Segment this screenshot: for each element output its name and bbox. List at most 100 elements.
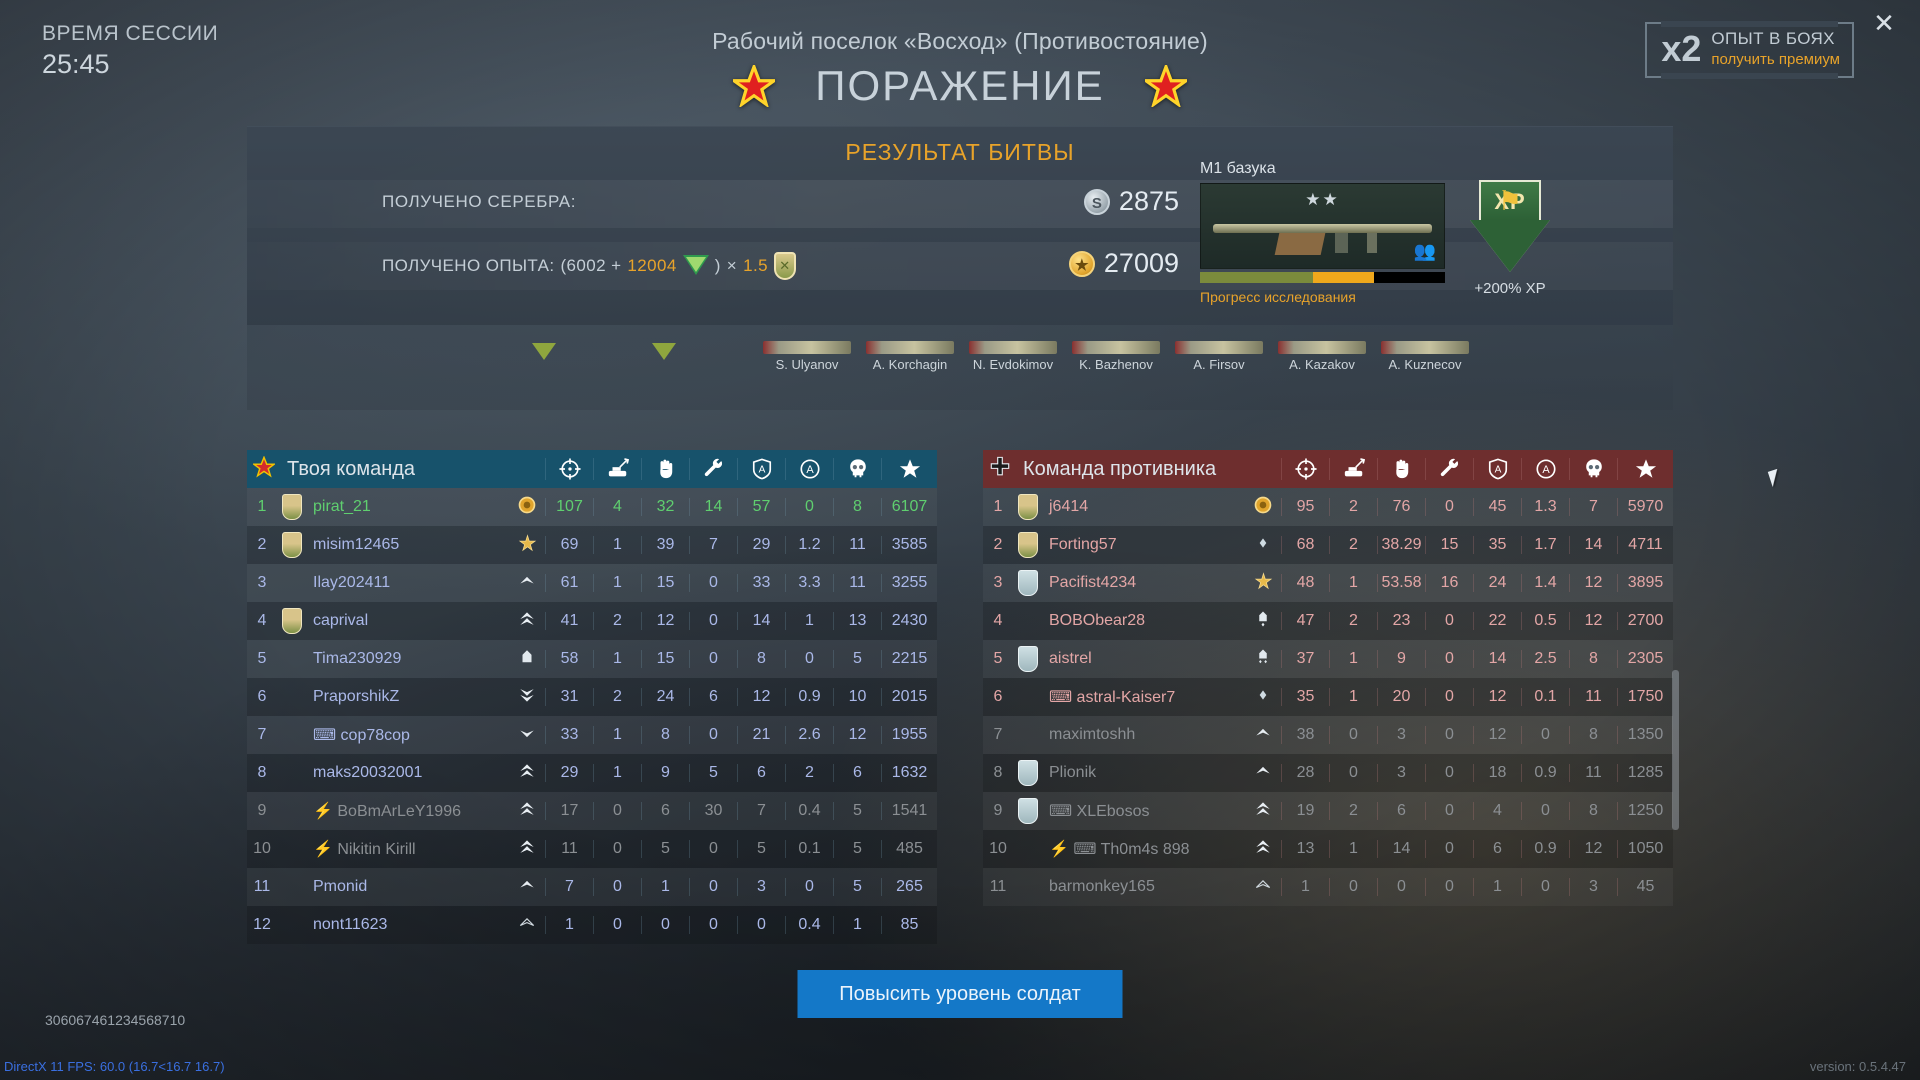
column-header-deaths[interactable] <box>1569 458 1617 480</box>
table-row[interactable]: 3 Pacifist4234 48 1 53.58 16 24 1.4 12 3895 <box>983 564 1673 602</box>
svg-text:A: A <box>1494 465 1501 476</box>
column-header-capture[interactable]: A <box>785 458 833 480</box>
column-header-score[interactable] <box>1617 458 1673 480</box>
premium-line1: ОПЫТ В БОЯХ <box>1711 29 1835 48</box>
table-row[interactable]: 12 nont11623 1 0 0 0 0 0.4 1 85 <box>247 906 937 944</box>
player-name[interactable]: Pacifist4234 <box>1049 574 1137 591</box>
premium-line2[interactable]: получить премиум <box>1711 51 1840 68</box>
table-row[interactable]: 11 Pmonid 7 0 1 0 3 0 5 265 <box>247 868 937 906</box>
premium-promo[interactable]: x2 ОПЫТ В БОЯХ получить премиум <box>1645 21 1854 79</box>
player-name[interactable]: Ilay202411 <box>313 574 391 591</box>
table-row[interactable]: 1 pirat_21 107 4 32 14 57 0 8 6107 <box>247 488 937 526</box>
soldier-card[interactable]: A. Kuznecov <box>1375 341 1475 372</box>
column-header-repairs[interactable] <box>689 458 737 480</box>
stat-assists: 32 <box>641 498 689 516</box>
table-row[interactable]: 3 Ilay202411 61 1 15 0 33 3.3 11 3255 <box>247 564 937 602</box>
table-row[interactable]: 6 PraporshikZ 31 2 24 6 12 0.9 10 2015 <box>247 678 937 716</box>
stat-repairs: 0 <box>689 612 737 630</box>
table-row[interactable]: 8 Plionik 28 0 3 0 18 0.9 11 1285 <box>983 754 1673 792</box>
column-header-vehicles[interactable] <box>1329 458 1377 480</box>
table-row[interactable]: 9 ⌨ XLEbosos 19 2 6 0 4 0 8 1250 <box>983 792 1673 830</box>
column-header-deaths[interactable] <box>833 458 881 480</box>
column-header-kills[interactable] <box>1281 458 1329 480</box>
soldier-card[interactable]: A. Korchagin <box>860 341 960 372</box>
soldier-card[interactable]: A. Kazakov <box>1272 341 1372 372</box>
stat-assists: 23 <box>1377 612 1425 630</box>
player-name[interactable]: Plionik <box>1049 764 1097 781</box>
player-name[interactable]: nont11623 <box>313 916 388 933</box>
table-row[interactable]: 7 ⌨ cop78cop 33 1 8 0 21 2.6 12 1955 <box>247 716 937 754</box>
table-row[interactable]: 5 aistrel 37 1 9 0 14 2.5 8 2305 <box>983 640 1673 678</box>
stat-capture-defend: 6 <box>1473 840 1521 858</box>
column-header-capture-defend[interactable]: A <box>1473 458 1521 480</box>
soldier-weapon-icon <box>1381 341 1469 354</box>
stat-deaths: 12 <box>833 726 881 744</box>
column-header-assists[interactable] <box>641 458 689 480</box>
column-header-score[interactable] <box>881 458 937 480</box>
player-name[interactable]: misim12465 <box>313 536 400 553</box>
weapon-card[interactable]: M1 базука ★★ 👥 Прогресс исследования <box>1200 160 1445 305</box>
silver-value: 2875 <box>1118 186 1179 216</box>
player-name[interactable]: ⚡ ⌨ Th0m4s 898 <box>1049 841 1190 858</box>
player-name[interactable]: Pmonid <box>313 878 368 895</box>
stat-deaths: 10 <box>833 688 881 706</box>
player-name[interactable]: caprival <box>313 612 369 629</box>
table-row[interactable]: 7 maximtoshh 38 0 3 0 12 0 8 1350 <box>983 716 1673 754</box>
table-row[interactable]: 10 ⚡ Nikitin Kirill 11 0 5 0 5 0.1 5 485 <box>247 830 937 868</box>
table-row[interactable]: 2 Forting57 68 2 38.29 15 35 1.7 14 4711 <box>983 526 1673 564</box>
stat-score: 1250 <box>1617 802 1673 820</box>
stat-capture-defend: 4 <box>1473 802 1521 820</box>
column-header-assists[interactable] <box>1377 458 1425 480</box>
stat-capture-defend: 12 <box>1473 688 1521 706</box>
player-name[interactable]: ⚡ BoBmArLeY1996 <box>313 803 461 820</box>
column-header-kills[interactable] <box>545 458 593 480</box>
player-name[interactable]: ⌨ cop78cop <box>313 727 410 744</box>
player-name[interactable]: maximtoshh <box>1049 726 1136 743</box>
scrollbar[interactable] <box>1672 670 1679 830</box>
column-header-capture[interactable]: A <box>1521 458 1569 480</box>
stat-kills: 41 <box>545 612 593 630</box>
player-name[interactable]: pirat_21 <box>313 498 371 515</box>
avatar <box>277 494 307 520</box>
column-header-vehicles[interactable] <box>593 458 641 480</box>
stat-capture: 0 <box>785 498 833 516</box>
column-header-repairs[interactable] <box>1425 458 1473 480</box>
player-name[interactable]: ⚡ Nikitin Kirill <box>313 841 416 858</box>
upgrade-soldiers-button[interactable]: Повысить уровень солдат <box>797 970 1123 1018</box>
table-row[interactable]: 5 Tima230929 58 1 15 0 8 0 5 2215 <box>247 640 937 678</box>
soldier-card[interactable]: K. Bazhenov <box>1066 341 1166 372</box>
table-row[interactable]: 11 barmonkey165 1 0 0 0 1 0 3 45 <box>983 868 1673 906</box>
avatar <box>1013 532 1043 558</box>
table-row[interactable]: 8 maks20032001 29 1 9 5 6 2 6 1632 <box>247 754 937 792</box>
soldier-card[interactable]: A. Firsov <box>1169 341 1269 372</box>
player-name[interactable]: PraporshikZ <box>313 688 400 705</box>
player-name[interactable]: aistrel <box>1049 650 1092 667</box>
player-name[interactable]: maks20032001 <box>313 764 423 781</box>
table-row[interactable]: 4 caprival 41 2 12 0 14 1 13 2430 <box>247 602 937 640</box>
player-name[interactable]: ⌨ XLEbosos <box>1049 803 1150 820</box>
player-name[interactable]: Tima230929 <box>313 650 402 667</box>
player-name[interactable]: ⌨ astral-Kaiser7 <box>1049 689 1176 706</box>
diamond-icon <box>1245 535 1281 555</box>
stat-repairs: 7 <box>689 536 737 554</box>
stat-capture-defend: 0 <box>737 916 785 934</box>
stat-capture: 0.4 <box>785 802 833 820</box>
close-icon[interactable]: ✕ <box>1873 8 1895 38</box>
soldier-card[interactable]: N. Evdokimov <box>963 341 1063 372</box>
player-name[interactable]: BOBObear28 <box>1049 612 1146 629</box>
player-name[interactable]: Forting57 <box>1049 536 1117 553</box>
table-row[interactable]: 6 ⌨ astral-Kaiser7 35 1 20 0 12 0.1 11 1750 <box>983 678 1673 716</box>
soldier-weapon-icon <box>1072 341 1160 354</box>
table-row[interactable]: 1 j6414 95 2 76 0 45 1.3 7 5970 <box>983 488 1673 526</box>
table-row[interactable]: 4 BOBObear28 47 2 23 0 22 0.5 12 2700 <box>983 602 1673 640</box>
table-row[interactable]: 2 misim12465 69 1 39 7 29 1.2 11 3585 <box>247 526 937 564</box>
table-row[interactable]: 9 ⚡ BoBmArLeY1996 17 0 6 30 7 0.4 5 1541 <box>247 792 937 830</box>
table-row[interactable]: 10 ⚡ ⌨ Th0m4s 898 13 1 14 0 6 0.9 12 1050 <box>983 830 1673 868</box>
column-header-capture-defend[interactable]: A <box>737 458 785 480</box>
player-name[interactable]: j6414 <box>1049 498 1089 515</box>
stat-repairs: 0 <box>1425 498 1473 516</box>
player-name[interactable]: barmonkey165 <box>1049 878 1155 895</box>
stat-capture: 1.4 <box>1521 574 1569 592</box>
soldier-card[interactable]: S. Ulyanov <box>757 341 857 372</box>
stat-kills: 1 <box>1281 878 1329 896</box>
